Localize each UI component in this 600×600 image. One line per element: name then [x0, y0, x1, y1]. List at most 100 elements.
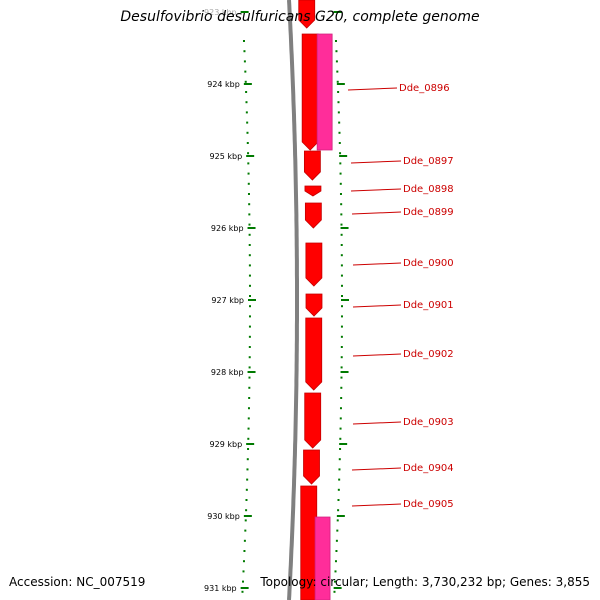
kbp-label: 925 kbp [210, 152, 243, 161]
scale-dot [336, 519, 339, 522]
kbp-tick [240, 587, 249, 589]
gene-label: Dde_0900 [403, 258, 454, 269]
scale-dot [334, 580, 337, 583]
scale-dot [337, 499, 340, 501]
kbp-tick [339, 443, 348, 445]
scale-dot [246, 121, 249, 124]
kbp-tick [333, 11, 342, 13]
scale-dot [247, 417, 250, 420]
gene-arrow [304, 202, 322, 229]
gene-label: Dde_0901 [403, 300, 454, 311]
scale-dot [334, 570, 337, 573]
scale-dot [339, 152, 342, 155]
scale-dot [340, 295, 343, 297]
kbp-tick [243, 515, 252, 517]
scale-dot [339, 437, 342, 440]
kbp-tick [240, 11, 249, 13]
scale-dot [340, 386, 343, 389]
kbp-tick [340, 371, 349, 373]
scale-dot [248, 366, 251, 369]
gene-label: Dde_0905 [403, 499, 454, 510]
gene-label: Dde_0903 [403, 417, 454, 428]
scale-dot [335, 60, 338, 63]
scale-dot [241, 590, 244, 593]
gene-labels: Dde_0896 Dde_0897 Dde_0898 Dde_0899 Dde_0900… [347, 83, 454, 510]
gene-leader-line [351, 467, 402, 471]
scale-dot [340, 203, 343, 206]
scale-dot [242, 560, 245, 563]
gene-arrow [303, 150, 321, 181]
gene-leader-line [350, 188, 402, 192]
scale-dot [244, 70, 247, 73]
scale-dot [339, 427, 342, 430]
scale-dot [340, 325, 343, 328]
scale-dot [337, 488, 340, 491]
scale-dot [340, 233, 343, 236]
scale-dot [243, 50, 246, 53]
scale-dot [248, 264, 251, 267]
scale-dot [247, 407, 250, 410]
scale-dot [248, 356, 251, 359]
kbp-tick [246, 443, 255, 445]
kbp-tick [340, 227, 349, 229]
gene-arrow [303, 449, 320, 485]
gene-leader-line [352, 421, 402, 425]
scale-dot [247, 182, 250, 185]
scale-dot [248, 335, 251, 338]
gene-arrow [301, 33, 319, 151]
gene-leader-line [347, 87, 398, 91]
scale-dot [245, 111, 248, 114]
scale-dot [247, 162, 250, 165]
kbp-tick [247, 227, 256, 229]
scale-dot [335, 550, 338, 552]
kbp-tick [247, 371, 256, 373]
scale-dot [245, 509, 248, 512]
scale-dot [245, 499, 248, 501]
scale-dot [340, 356, 343, 359]
scale-dot [340, 346, 343, 348]
scale-dot [247, 448, 250, 450]
gene-features [298, 0, 333, 600]
scale-dot [337, 101, 340, 104]
scale-dot [246, 131, 249, 134]
scale-ticks: 923 kbp 924 kbp 925 kbp 926 kbp 927 kbp 928 k… [204, 8, 349, 593]
scale-dot [334, 560, 337, 563]
scale-dot [340, 335, 343, 338]
scale-dot [337, 111, 340, 114]
scale-dot [248, 325, 251, 328]
scale-dot [338, 458, 341, 461]
gene-leader-line [351, 503, 402, 507]
gene-leader-line [352, 262, 402, 266]
scale-dot [248, 346, 251, 348]
scale-dot [340, 213, 343, 216]
gene-label: Dde_0897 [403, 156, 454, 167]
gene-label: Dde_0902 [403, 349, 454, 360]
backbone [287, 0, 299, 600]
scale-dot [248, 223, 251, 226]
scale-dot [337, 509, 340, 512]
scale-dot [244, 529, 247, 532]
scale-dot [247, 172, 250, 175]
topology-text: Topology: circular; Length: 3,730,232 bp… [260, 575, 590, 589]
kbp-tick [243, 83, 252, 85]
gene-arrow [305, 317, 323, 391]
scale-dot [333, 590, 336, 593]
scale-dot [248, 254, 251, 257]
scale-dot [340, 397, 343, 399]
scale-dot [340, 366, 343, 369]
scale-dot [340, 244, 343, 246]
scale-dot [248, 315, 251, 318]
scale-dot [248, 213, 251, 216]
scale-dot [246, 142, 249, 144]
scale-dot [248, 274, 251, 277]
kbp-label: 923 kbp [204, 8, 237, 17]
kbp-label: 924 kbp [207, 80, 240, 89]
gene-leader-line [350, 160, 402, 164]
gene-leader-line [352, 304, 402, 308]
kbp-tick [339, 155, 348, 157]
scale-dot [339, 193, 342, 195]
scale-dot [244, 80, 247, 83]
scale-dot [338, 121, 341, 124]
